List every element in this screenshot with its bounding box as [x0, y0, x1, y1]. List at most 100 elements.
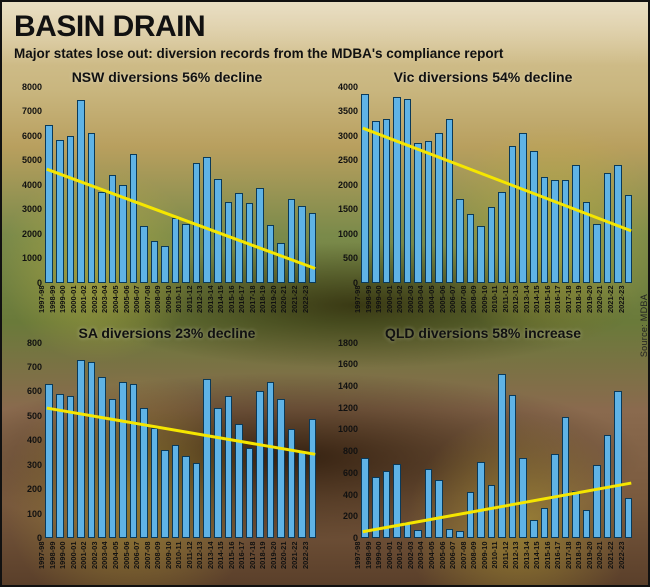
xtick-label: 1999-00: [375, 286, 383, 314]
bar: [519, 458, 527, 538]
bar: [151, 241, 159, 283]
chart-title-qld: QLD diversions 58% increase: [328, 325, 638, 341]
chart-vic: Vic diversions 54% decline05001000150020…: [328, 69, 638, 319]
bar-column: 2019-20: [276, 343, 287, 539]
chart-title-vic: Vic diversions 54% decline: [328, 69, 638, 85]
bar: [225, 202, 233, 283]
bar: [488, 485, 496, 538]
subtitle: Major states lose out: diversion records…: [14, 46, 636, 61]
bar-column: 2016-17: [244, 343, 255, 539]
xtick-label: 1998-99: [49, 286, 57, 314]
bar-column: 1998-99: [371, 87, 382, 283]
xtick-label: 2021-22: [291, 541, 299, 569]
bar-column: 2020-21: [286, 87, 297, 283]
bar: [267, 382, 275, 538]
xtick-label: 2005-06: [438, 541, 446, 569]
bar-column: 2020-21: [602, 343, 613, 539]
xtick-label: 2003-04: [417, 286, 425, 314]
ytick: 800: [328, 446, 358, 456]
bar-column: 2007-08: [465, 343, 476, 539]
xtick-label: 2015-16: [228, 286, 236, 314]
bar: [119, 185, 127, 283]
xtick-label: 2014-15: [217, 286, 225, 314]
bar: [88, 362, 96, 538]
bar-column: 2007-08: [465, 87, 476, 283]
bar-column: 2012-13: [202, 87, 213, 283]
xtick-label: 2005-06: [122, 541, 130, 569]
xtick-label: 2005-06: [122, 286, 130, 314]
xtick-label: 2022-23: [617, 541, 625, 569]
bar-column: 2014-15: [223, 343, 234, 539]
xtick-label: 1998-99: [49, 541, 57, 569]
bar-column: 2017-18: [571, 343, 582, 539]
ytick: 600: [328, 468, 358, 478]
xtick-label: 2002-03: [91, 286, 99, 314]
bar: [214, 179, 222, 283]
xtick-label: 2022-23: [301, 541, 309, 569]
bar: [88, 133, 96, 282]
bar-column: 2005-06: [128, 87, 139, 283]
bar: [425, 469, 433, 539]
xtick-label: 2022-23: [301, 286, 309, 314]
xtick-label: 2006-07: [133, 286, 141, 314]
bar-column: 2019-20: [276, 87, 287, 283]
bar-column: 2015-16: [234, 87, 245, 283]
infographic-container: BASIN DRAIN Major states lose out: diver…: [0, 0, 650, 587]
bar: [551, 454, 559, 538]
xtick-label: 2004-05: [112, 286, 120, 314]
chart-sa: SA diversions 23% decline010020030040050…: [12, 325, 322, 575]
ytick: 1000: [328, 229, 358, 239]
bar-column: 2009-10: [170, 343, 181, 539]
ytick: 600: [12, 386, 42, 396]
bar: [614, 165, 622, 282]
chart-title-sa: SA diversions 23% decline: [12, 325, 322, 341]
bar-column: 2015-16: [550, 87, 561, 283]
bar: [67, 396, 75, 538]
ytick: 400: [328, 490, 358, 500]
chart-title-nsw: NSW diversions 56% decline: [12, 69, 322, 85]
ytick: 100: [12, 509, 42, 519]
xtick-label: 1997-98: [38, 286, 46, 314]
bar: [614, 391, 622, 538]
bar: [119, 382, 127, 538]
bar: [562, 180, 570, 283]
bar: [256, 391, 264, 538]
xtick-label: 2017-18: [565, 286, 573, 314]
xtick-label: 2010-11: [491, 541, 499, 568]
bar-column: 1998-99: [55, 87, 66, 283]
bar-column: 2004-05: [118, 87, 129, 283]
bars: 1997-981998-991999-002000-012001-022002-…: [360, 343, 634, 539]
bar: [140, 408, 148, 538]
xtick-label: 2007-08: [459, 286, 467, 314]
xtick-label: 2006-07: [449, 541, 457, 569]
xtick-label: 2012-13: [512, 286, 520, 314]
bar: [288, 429, 296, 538]
bar-column: 2019-20: [592, 343, 603, 539]
bar-column: 2002-03: [97, 343, 108, 539]
xtick-label: 1997-98: [38, 541, 46, 569]
bar-column: 2022-23: [623, 343, 634, 539]
xtick-label: 2019-20: [586, 541, 594, 569]
xtick-label: 2001-02: [80, 541, 88, 569]
bar: [572, 165, 580, 282]
bar-column: 2006-07: [139, 87, 150, 283]
xtick-label: 2001-02: [396, 286, 404, 314]
bar-column: 2013-14: [213, 87, 224, 283]
bar-column: 2000-01: [76, 343, 87, 539]
xtick-label: 2011-12: [501, 541, 509, 568]
bar-column: 2001-02: [402, 87, 413, 283]
bar: [246, 203, 254, 282]
xtick-label: 2014-15: [533, 286, 541, 314]
xtick-label: 2012-13: [196, 286, 204, 314]
bar-column: 2010-11: [181, 87, 192, 283]
ytick: 200: [328, 511, 358, 521]
bar: [625, 498, 633, 538]
bar-column: 2010-11: [497, 87, 508, 283]
bar: [498, 192, 506, 282]
bar-column: 1999-00: [65, 343, 76, 539]
ytick: 500: [12, 411, 42, 421]
bar-column: 2005-06: [444, 343, 455, 539]
bar-column: 2017-18: [255, 343, 266, 539]
xtick-label: 2009-10: [480, 286, 488, 314]
bar-column: 2009-10: [486, 87, 497, 283]
